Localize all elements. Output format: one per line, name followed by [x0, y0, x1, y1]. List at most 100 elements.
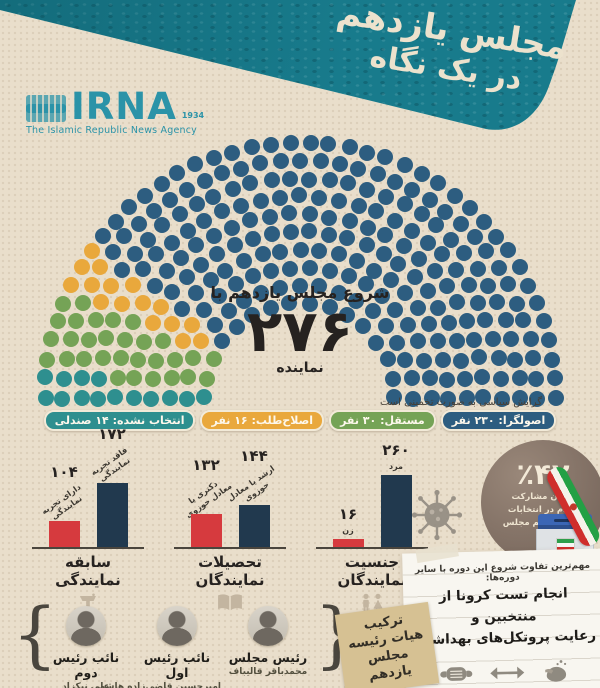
seat-dot: [164, 284, 181, 301]
seat-dot: [377, 226, 394, 243]
seat-dot: [272, 189, 289, 206]
seat-dot: [134, 295, 151, 312]
seat-dot: [404, 182, 421, 199]
seat-dot: [196, 389, 212, 405]
seat-dot: [350, 197, 367, 214]
seat-dot: [322, 172, 339, 189]
seat-dot: [130, 352, 147, 369]
chart-experience: ۱۷۲ فاقد تجربه نمایندگی ۱۰۴ دارای تجربه …: [24, 425, 152, 619]
seat-dot: [95, 228, 112, 245]
seat-dot: [321, 209, 338, 226]
seat-dot: [49, 312, 66, 329]
seat-dot: [320, 226, 337, 243]
seat-dot: [330, 284, 347, 301]
seat-dot: [457, 370, 474, 387]
avatar: [66, 606, 106, 646]
seat-dot: [502, 330, 519, 347]
gender-women-bar: [332, 539, 364, 547]
seat-dot: [114, 261, 131, 278]
gender-men-bar: [380, 475, 412, 547]
seat-dot: [282, 171, 299, 188]
seat-dot: [365, 262, 382, 279]
seat-dot: [243, 306, 260, 323]
seat-dot: [281, 205, 298, 222]
seat-dot: [179, 390, 196, 407]
seat-dot: [169, 164, 186, 181]
seat-dot: [127, 245, 144, 262]
seat-dot: [512, 259, 529, 276]
seat-dot: [477, 311, 494, 328]
distance-arrow-icon: [489, 664, 526, 685]
seat-dot: [473, 369, 490, 386]
seat-dot: [291, 278, 308, 295]
seat-dot: [148, 352, 165, 369]
seat-dot: [536, 312, 553, 329]
seat-dot: [507, 351, 524, 368]
seat-dot: [104, 311, 121, 328]
seat-dot: [515, 311, 532, 328]
seat-dot: [441, 314, 458, 331]
legend-pill-unelected: انتخاب نشده: ۱۴ صندلی: [43, 410, 196, 431]
seat-dot: [499, 242, 516, 259]
seat-dot: [68, 312, 85, 329]
participation-line2: مردم در انتخابات: [507, 505, 579, 516]
experience-title-line1: سابقه: [65, 553, 111, 571]
seat-dot: [544, 351, 560, 368]
seat-dot: [282, 224, 299, 241]
seat-dot: [126, 369, 142, 386]
seat-dot: [448, 262, 465, 279]
seat-dot: [321, 262, 338, 279]
seat-dot: [359, 145, 376, 162]
parliament-footnote: گرایش سیاسی به صورت تخمینی است: [379, 397, 542, 408]
seat-dot: [214, 333, 231, 350]
seat-dot: [490, 350, 507, 367]
seat-dot: [211, 287, 228, 304]
parliament-total: ۲۷۶: [246, 297, 354, 365]
seat-dot: [107, 214, 124, 231]
irna-flag-icon: [26, 94, 66, 122]
person-role: رئیس مجلس: [228, 650, 308, 665]
seat-dot: [358, 236, 375, 253]
seat-dot: [546, 370, 563, 387]
seat-dot: [460, 277, 477, 294]
seat-dot: [311, 243, 328, 260]
seat-dot: [244, 230, 261, 247]
seat-dot: [37, 390, 54, 406]
seat-dot: [480, 277, 497, 294]
gender-men-value: ۲۶۰: [382, 441, 410, 459]
seat-dot: [262, 300, 279, 317]
avatar: [157, 606, 197, 646]
seat-dot: [135, 261, 152, 278]
seat-dot: [386, 389, 402, 405]
seat-dot: [146, 278, 163, 295]
seat-dot: [193, 332, 210, 349]
seat-dot: [426, 263, 443, 280]
seat-dot: [179, 181, 196, 198]
seat-dot: [163, 370, 180, 387]
seat-dot: [144, 314, 161, 331]
education-axis-line: [174, 547, 286, 549]
seat-dot: [359, 220, 376, 237]
ballot-slot: [554, 519, 574, 522]
seat-dot: [322, 299, 339, 316]
hand-washing-icon: [541, 658, 572, 688]
seat-dot: [161, 192, 178, 209]
seat-dot: [520, 277, 537, 294]
seat-dot: [414, 165, 431, 182]
seat-dot: [76, 351, 93, 368]
seat-dot: [189, 196, 205, 213]
seat-dot: [292, 153, 308, 170]
seat-dot: [153, 175, 170, 192]
seat-dot: [389, 334, 406, 351]
party-legend: اصولگرا: ۲۳۰ نفر مستقل: ۳۰ نفر اصلاح‌طلب…: [0, 410, 600, 431]
seat-dot: [263, 136, 280, 153]
seat-dot: [452, 215, 469, 232]
seat-dot: [54, 295, 71, 312]
seat-dot: [375, 246, 392, 263]
seat-dot: [378, 318, 395, 334]
seat-dot: [443, 232, 460, 249]
seat-dot: [283, 134, 300, 151]
seat-dot: [378, 188, 395, 205]
seat-dot: [206, 317, 223, 333]
face-mask-icon: [439, 663, 474, 688]
